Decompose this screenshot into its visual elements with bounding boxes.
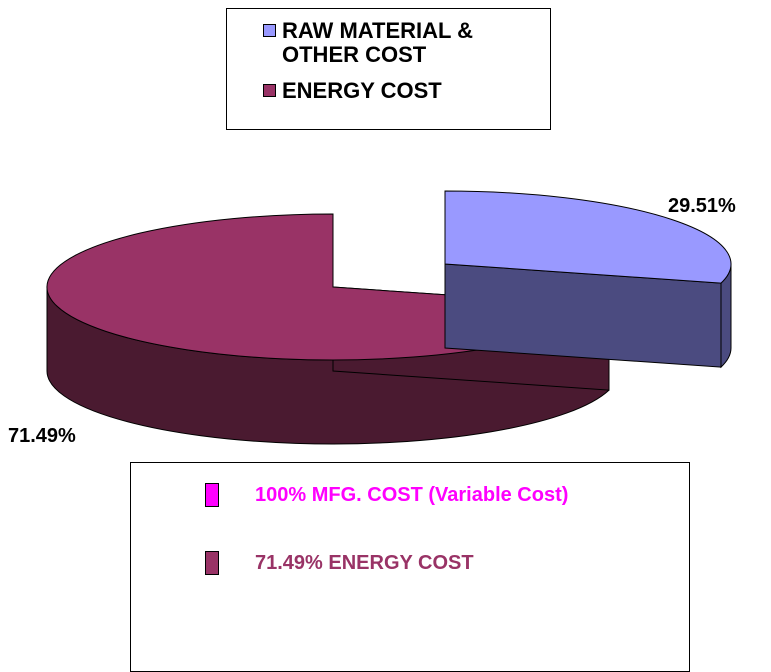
legend-label-energy-cost-percent: 71.49% ENERGY COST (255, 551, 474, 574)
slice-raw-material-group (444, 190, 732, 369)
data-label-raw-material: 29.51% (668, 195, 736, 217)
legend-swatch-raw-material (263, 24, 276, 37)
legend-label-mfg-cost: 100% MFG. COST (Variable Cost) (255, 483, 569, 506)
legend-swatch-mfg-cost (205, 483, 219, 507)
slice-raw-material (444, 190, 732, 284)
legend-item-mfg-cost: 100% MFG. COST (Variable Cost) (205, 483, 568, 507)
legend-item-raw-material: RAW MATERIAL & OTHER COST (263, 19, 542, 67)
legend-label-energy-cost: ENERGY COST (282, 78, 442, 103)
legend-label-raw-material: RAW MATERIAL & OTHER COST (282, 18, 474, 67)
legend-item-energy-cost-percent: 71.49% ENERGY COST (205, 551, 474, 575)
legend-item-energy-cost: ENERGY COST (263, 79, 542, 103)
legend-swatch-energy-cost-percent (205, 551, 219, 575)
data-label-energy-cost: 71.49% (8, 425, 76, 447)
legend-top: RAW MATERIAL & OTHER COST ENERGY COST (226, 8, 551, 130)
legend-swatch-energy-cost (263, 84, 276, 97)
legend-bottom: 100% MFG. COST (Variable Cost) 71.49% EN… (130, 462, 690, 672)
pie-chart: 29.51% 71.49% (8, 190, 736, 447)
